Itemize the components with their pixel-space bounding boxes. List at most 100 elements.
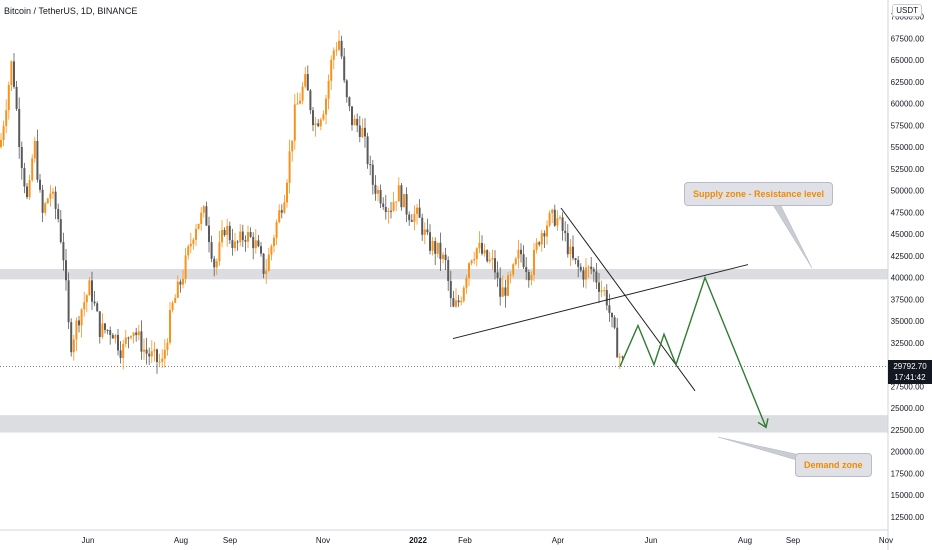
candle-body: [356, 118, 359, 126]
candle-body: [595, 271, 598, 283]
demand-zone-callout[interactable]: Demand zone: [795, 453, 872, 477]
candle-body: [241, 231, 244, 241]
candle-body: [228, 225, 231, 241]
candle-body: [260, 246, 262, 254]
candle-body: [166, 342, 169, 350]
candles-layer: [0, 30, 624, 374]
x-tick-label: Apr: [552, 536, 565, 545]
candle-body: [283, 202, 286, 213]
candle-body: [280, 210, 283, 213]
candle-body: [491, 258, 494, 260]
y-tick-label: 52500.00: [891, 165, 925, 174]
candle-body: [449, 280, 452, 299]
candle-body: [327, 80, 330, 99]
x-tick-label: Nov: [879, 536, 893, 545]
candle-body: [75, 320, 78, 340]
candle-body: [423, 229, 426, 235]
candle-body: [187, 246, 190, 256]
x-tick-label: Aug: [174, 536, 188, 545]
candle-body: [538, 242, 541, 245]
candle-body: [2, 125, 5, 140]
candle-body: [304, 74, 307, 87]
candle-body: [215, 261, 218, 268]
candle-body: [270, 246, 273, 255]
y-tick-label: 55000.00: [891, 143, 925, 152]
candle-body: [85, 295, 88, 303]
candle-body: [296, 103, 299, 105]
candle-body: [504, 287, 507, 296]
candle-body: [553, 209, 556, 226]
x-tick-label: 2022: [409, 536, 427, 545]
y-tick-label: 65000.00: [891, 56, 925, 65]
candle-body: [252, 236, 255, 249]
y-tick-label: 35000.00: [891, 317, 925, 326]
y-tick-label: 22500.00: [891, 426, 925, 435]
symbol-title[interactable]: Bitcoin / TetherUS, 1D, BINANCE: [4, 6, 138, 16]
candle-body: [244, 240, 247, 242]
projection-path: [619, 275, 767, 428]
price-axis[interactable]: 70000.00 67500.00 65000.00 62500.00 60000.00…: [887, 0, 925, 550]
candle-body: [488, 259, 491, 262]
candle-body: [465, 277, 468, 288]
candle-body: [143, 349, 145, 352]
candle-body: [540, 233, 543, 245]
candle-body: [41, 189, 44, 213]
candle-body: [382, 203, 385, 207]
candle-body: [93, 301, 96, 304]
candle-body: [309, 90, 312, 111]
candle-body: [54, 191, 57, 209]
candle-body: [306, 74, 309, 91]
candle-body: [104, 323, 106, 330]
x-tick-label: Sep: [223, 536, 238, 545]
candle-body: [67, 280, 70, 323]
candle-body: [49, 193, 52, 199]
candle-body: [7, 84, 10, 111]
candle-body: [429, 232, 431, 251]
candle-body: [0, 139, 2, 148]
candle-body: [470, 260, 473, 264]
y-tick-label: 42500.00: [891, 252, 925, 261]
currency-badge[interactable]: USDT: [892, 4, 922, 17]
candle-body: [275, 222, 278, 238]
supply-zone-callout[interactable]: Supply zone - Resistance level: [684, 182, 834, 206]
candle-body: [26, 186, 28, 198]
candle-body: [413, 213, 416, 222]
candle-body: [65, 260, 67, 281]
candle-body: [288, 151, 291, 183]
trendlines-layer: [452, 199, 813, 462]
candle-body: [291, 140, 294, 152]
candle-body: [176, 281, 179, 298]
candle-body: [478, 242, 481, 249]
candle-body: [369, 164, 372, 166]
candle-body: [91, 280, 93, 302]
candle-body: [566, 232, 569, 255]
candle-body: [23, 168, 26, 187]
candle-body: [106, 329, 109, 331]
candle-body: [348, 97, 351, 107]
candle-body: [265, 270, 268, 274]
candle-body: [330, 59, 333, 81]
time-axis[interactable]: Jun Aug Sep Nov 2022 Feb Apr Jun Aug Sep Nov: [0, 529, 893, 545]
candle-body: [46, 198, 49, 204]
candle-body: [132, 332, 135, 337]
y-tick-label: 70000.00: [891, 13, 925, 22]
candle-body: [39, 179, 41, 190]
candle-body: [247, 232, 249, 242]
candle-body: [15, 86, 18, 109]
candle-body: [254, 240, 257, 249]
candle-body: [548, 213, 551, 226]
candle-body: [426, 229, 429, 233]
candle-body: [335, 49, 338, 51]
candle-body: [114, 334, 117, 339]
candle-body: [358, 125, 361, 137]
candle-body: [418, 207, 421, 218]
candle-body: [33, 140, 36, 159]
candle-body: [475, 248, 478, 260]
candle-body: [158, 361, 161, 363]
candle-body: [195, 228, 197, 240]
y-tick-label: 25000.00: [891, 404, 925, 413]
candle-body: [179, 281, 182, 285]
candle-body: [574, 258, 577, 261]
candle-body: [408, 214, 411, 221]
